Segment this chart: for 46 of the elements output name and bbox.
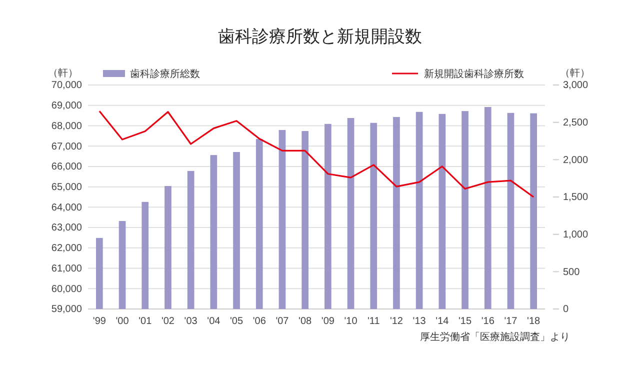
y2-tick-label: 2,000 xyxy=(563,154,588,166)
y2-tick-label: 1,000 xyxy=(563,230,588,241)
x-tick-label: '13 xyxy=(412,316,426,328)
y-tick-label: 60,000 xyxy=(51,284,82,295)
x-tick-label: '99 xyxy=(92,316,106,328)
x-tick-label: '03 xyxy=(184,316,198,328)
x-tick-label: '11 xyxy=(367,316,380,328)
y-tick-label: 68,000 xyxy=(51,120,82,132)
x-tick-label: '06 xyxy=(252,316,266,328)
y-tick-label: 61,000 xyxy=(51,263,82,274)
y2-tick-label: 500 xyxy=(563,266,580,278)
text: 厚生労働省「医療施設調査」より xyxy=(420,331,570,343)
y2-axis-title: （軒） xyxy=(560,68,590,79)
x-tick-label: '17 xyxy=(504,316,518,328)
x-tick-label: '14 xyxy=(436,316,450,328)
y-axis-title: （軒） xyxy=(48,68,78,79)
x-tick-label: '18 xyxy=(527,316,541,328)
x-tick-label: '15 xyxy=(458,316,472,328)
y2-tick-label: 1,500 xyxy=(563,192,588,204)
x-tick-label: '16 xyxy=(481,316,495,328)
x-tick-label: '02 xyxy=(161,316,175,328)
y-tick-label: 63,000 xyxy=(51,222,82,234)
line-series xyxy=(98,110,534,198)
x-tick-label: '04 xyxy=(207,316,221,328)
y2-tick-label: 2,500 xyxy=(563,118,588,129)
x-tick-label: '12 xyxy=(390,316,404,328)
x-tick-label: '08 xyxy=(298,316,312,328)
x-tick-label: '05 xyxy=(230,316,244,328)
legend-label: 新規開設歯科診療所数 xyxy=(424,68,524,80)
y2-tick-label: 3,000 xyxy=(563,80,588,92)
y-tick-label: 67,000 xyxy=(51,141,82,152)
legend-label: 歯科診療所総数 xyxy=(130,68,200,80)
y-tick-label: 62,000 xyxy=(51,243,82,254)
y2-tick-label: 0 xyxy=(563,304,569,316)
y-tick-label: 59,000 xyxy=(51,304,82,316)
y-tick-label: 69,000 xyxy=(51,100,82,112)
x-tick-label: '10 xyxy=(344,316,358,328)
x-tick-label: '00 xyxy=(116,316,130,328)
y-tick-label: 64,000 xyxy=(51,202,82,214)
y-tick-label: 65,000 xyxy=(51,182,82,194)
x-tick-label: '07 xyxy=(276,316,290,328)
y-tick-label: 66,000 xyxy=(51,162,82,173)
x-tick-label: '01 xyxy=(138,316,152,328)
x-tick-label: '09 xyxy=(321,316,335,328)
y-tick-label: 70,000 xyxy=(51,80,82,92)
chart-title: 歯科診療所数と新規開設数 xyxy=(218,27,422,47)
